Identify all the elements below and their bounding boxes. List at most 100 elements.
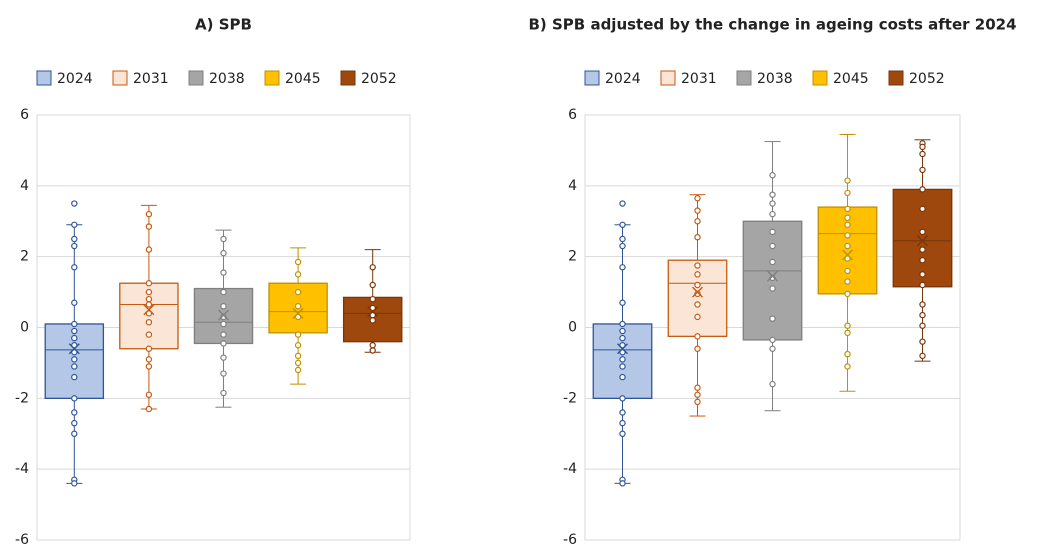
data-point bbox=[294, 288, 302, 296]
y-tick-label: -6 bbox=[563, 532, 577, 545]
data-point bbox=[619, 334, 626, 342]
data-point bbox=[919, 311, 926, 319]
mean-marker bbox=[767, 270, 778, 282]
legend-swatch bbox=[584, 70, 600, 86]
data-point bbox=[294, 342, 302, 349]
data-point bbox=[294, 331, 302, 338]
data-point bbox=[844, 214, 851, 221]
y-tick-label: -2 bbox=[563, 390, 577, 406]
y-tick-label: -4 bbox=[563, 461, 577, 477]
data-point bbox=[769, 228, 776, 236]
data-point bbox=[294, 352, 302, 360]
data-point bbox=[369, 264, 376, 271]
data-point bbox=[71, 480, 78, 487]
data-point bbox=[844, 322, 851, 329]
mean-marker bbox=[143, 304, 155, 316]
y-tick-label: -4 bbox=[15, 461, 29, 477]
data-point bbox=[919, 150, 926, 158]
data-point bbox=[919, 271, 926, 278]
legend-label: 2038 bbox=[209, 71, 245, 87]
data-point bbox=[145, 295, 153, 303]
legend-swatch bbox=[188, 70, 204, 86]
data-point bbox=[619, 430, 626, 437]
data-point bbox=[694, 218, 701, 225]
data-point bbox=[619, 221, 626, 228]
data-point bbox=[369, 347, 376, 354]
y-tick-label: 6 bbox=[568, 107, 577, 123]
data-point bbox=[919, 228, 926, 236]
data-point bbox=[919, 205, 926, 213]
data-point bbox=[694, 262, 701, 269]
legend-swatch bbox=[736, 70, 752, 86]
legend-label: 2024 bbox=[605, 71, 641, 87]
data-point bbox=[220, 370, 227, 377]
data-point bbox=[694, 281, 701, 289]
data-point bbox=[619, 356, 626, 363]
data-point bbox=[294, 258, 302, 266]
data-point bbox=[145, 318, 153, 326]
data-point bbox=[71, 221, 78, 228]
y-tick-label: 0 bbox=[20, 320, 29, 336]
data-point bbox=[844, 205, 851, 213]
data-point bbox=[694, 313, 701, 321]
data-point bbox=[619, 242, 626, 250]
data-point bbox=[294, 303, 302, 310]
legend-swatch bbox=[812, 70, 828, 86]
data-point bbox=[145, 363, 153, 370]
data-point bbox=[619, 480, 626, 487]
data-point bbox=[220, 389, 227, 397]
data-point bbox=[145, 246, 153, 253]
data-point bbox=[919, 338, 926, 345]
data-point bbox=[71, 264, 78, 271]
legend-swatch bbox=[264, 70, 280, 86]
data-point bbox=[71, 363, 78, 370]
data-point bbox=[369, 317, 376, 324]
data-point bbox=[919, 257, 926, 264]
data-point bbox=[919, 352, 926, 360]
mean-marker bbox=[68, 343, 80, 355]
data-point bbox=[769, 380, 776, 388]
data-point bbox=[844, 177, 851, 184]
data-point bbox=[844, 232, 851, 239]
legend-label: 2031 bbox=[133, 71, 169, 87]
data-point bbox=[220, 235, 227, 243]
data-point bbox=[619, 200, 626, 207]
data-point bbox=[220, 331, 227, 338]
data-point bbox=[71, 419, 78, 427]
y-tick-label: -6 bbox=[15, 532, 29, 545]
data-point bbox=[71, 242, 78, 250]
y-tick-label: 0 bbox=[568, 320, 577, 336]
data-point bbox=[694, 233, 701, 241]
data-point bbox=[71, 334, 78, 342]
legend-label: 2052 bbox=[361, 71, 397, 87]
data-point bbox=[769, 258, 776, 266]
data-point bbox=[694, 207, 701, 214]
legend-swatch bbox=[660, 70, 676, 86]
data-point bbox=[844, 278, 851, 285]
data-point bbox=[220, 249, 227, 257]
data-point bbox=[145, 331, 153, 338]
data-point bbox=[919, 281, 926, 289]
legend-label: 2024 bbox=[57, 71, 93, 87]
y-tick-label: 2 bbox=[568, 249, 577, 265]
data-point bbox=[220, 320, 227, 328]
data-point bbox=[71, 395, 78, 402]
data-point bbox=[919, 322, 926, 329]
mean-marker bbox=[917, 235, 928, 247]
data-point bbox=[844, 267, 851, 275]
data-point bbox=[71, 373, 78, 381]
data-point bbox=[220, 269, 227, 276]
data-point bbox=[145, 405, 153, 413]
data-point bbox=[220, 288, 227, 296]
data-point bbox=[769, 242, 776, 250]
data-point bbox=[769, 172, 776, 179]
y-tick-label: -2 bbox=[15, 390, 29, 406]
data-point bbox=[694, 271, 701, 278]
data-point bbox=[769, 210, 776, 218]
data-point bbox=[694, 301, 701, 308]
data-point bbox=[145, 223, 153, 230]
legend-swatch bbox=[340, 70, 356, 86]
legend-label: 2038 bbox=[757, 71, 793, 87]
legend-swatch bbox=[112, 70, 128, 86]
data-point bbox=[145, 345, 153, 352]
